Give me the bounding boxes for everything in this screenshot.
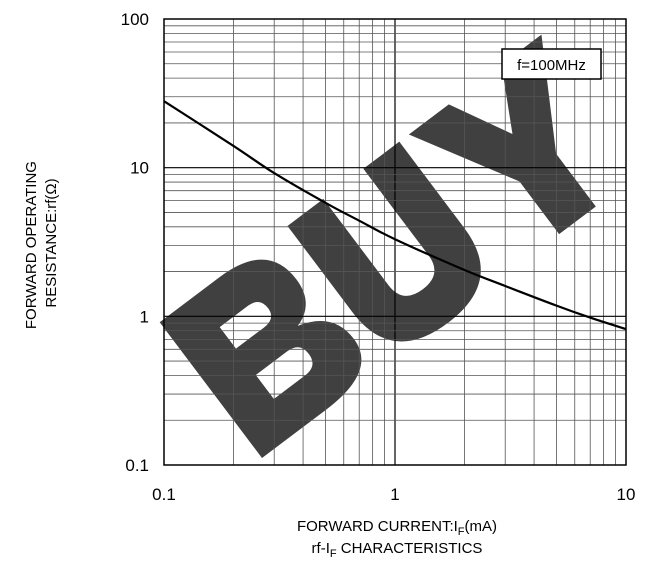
annotation-text: f=100MHz bbox=[517, 57, 586, 74]
chart-caption: rf-IF CHARACTERISTICS bbox=[312, 540, 483, 560]
x-tick-label: 0.1 bbox=[152, 485, 176, 504]
caption-rest: CHARACTERISTICS bbox=[337, 540, 483, 557]
caption-sub: F bbox=[330, 548, 337, 560]
y-tick-label: 10 bbox=[130, 159, 149, 178]
y-tick-label: 1 bbox=[140, 307, 149, 326]
tick-labels: 0.1 1 10 0.1 1 10 100 bbox=[121, 10, 636, 504]
y-axis-label-line-2: RESISTANCE:rf(Ω) bbox=[43, 178, 60, 307]
x-axis-label-main: FORWARD CURRENT:I bbox=[297, 518, 458, 535]
x-tick-label: 1 bbox=[390, 485, 399, 504]
grid bbox=[164, 19, 626, 465]
series-layer bbox=[163, 100, 627, 331]
x-tick-label: 10 bbox=[617, 485, 636, 504]
y-axis-label: FORWARD OPERATING RESISTANCE:rf(Ω) bbox=[23, 157, 60, 329]
y-tick-label: 0.1 bbox=[125, 456, 149, 475]
series-line bbox=[163, 100, 627, 331]
y-axis-label-line-1: FORWARD OPERATING bbox=[23, 161, 40, 329]
x-axis-label-sub: F bbox=[458, 526, 465, 538]
plot-frame bbox=[163, 18, 627, 466]
watermark-letter-u bbox=[287, 141, 481, 342]
buy-watermark bbox=[159, 34, 596, 458]
y-tick-label: 100 bbox=[121, 10, 149, 29]
annotation-box: f=100MHz bbox=[501, 48, 602, 80]
caption-main: rf-I bbox=[312, 540, 330, 557]
watermark-letter-y bbox=[408, 34, 596, 235]
x-axis-label: FORWARD CURRENT:IF(mA) bbox=[297, 518, 497, 538]
x-axis-label-unit: (mA) bbox=[465, 518, 498, 535]
watermark-letter-b bbox=[159, 259, 362, 458]
